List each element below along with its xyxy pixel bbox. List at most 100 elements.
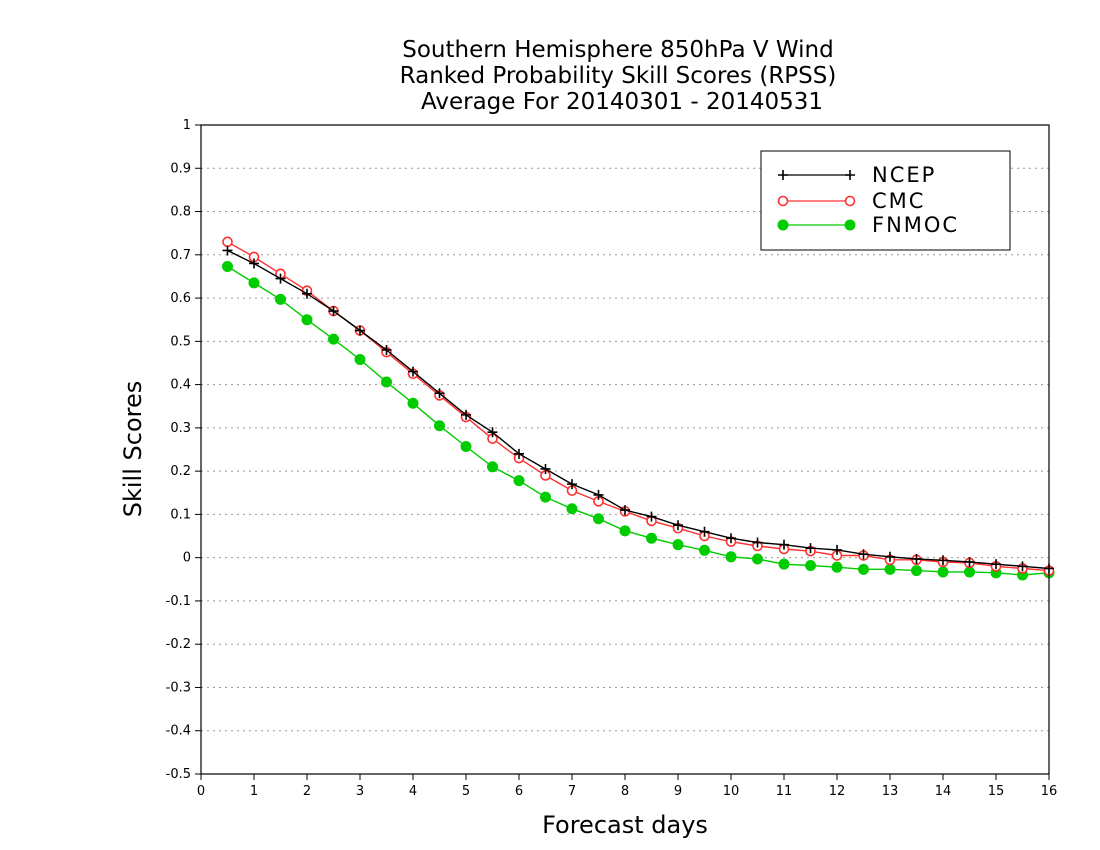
data-point-ncep	[832, 544, 842, 555]
series-line-cmc	[227, 241, 1050, 572]
data-point-ncep	[302, 288, 312, 299]
y-tick-label: -0.4	[166, 724, 191, 739]
series-cmc	[222, 236, 1055, 576]
data-point-fnmoc	[275, 293, 286, 305]
data-point-fnmoc	[805, 559, 816, 571]
data-point-fnmoc	[248, 277, 260, 289]
data-point-ncep	[328, 306, 339, 317]
legend-markers	[777, 170, 856, 231]
data-point-ncep	[249, 258, 259, 269]
data-point-fnmoc	[354, 354, 366, 366]
data-point-fnmoc	[831, 561, 843, 573]
x-tick-label: 5	[462, 784, 470, 799]
data-point-fnmoc	[407, 397, 419, 409]
y-tick-label: 0.7	[170, 248, 191, 263]
y-tick-label: -0.1	[166, 594, 191, 609]
data-point-ncep	[726, 533, 736, 544]
data-point-ncep	[593, 489, 604, 500]
data-point-fnmoc	[619, 525, 631, 537]
x-tick-label: 3	[356, 784, 364, 799]
series-ncep	[222, 245, 1054, 574]
x-tick-label: 10	[723, 784, 740, 799]
data-point-ncep	[885, 551, 895, 562]
x-tick-label: 0	[197, 784, 205, 799]
data-point-fnmoc	[593, 513, 604, 525]
data-point-ncep	[911, 553, 922, 564]
legend-entry-fnmoc: FNMOC	[783, 213, 959, 237]
y-tick-label: 0.3	[170, 421, 191, 436]
grid-lines	[201, 167, 1049, 732]
data-point-fnmoc	[381, 376, 392, 388]
y-tick-label: 0.2	[170, 464, 191, 479]
data-point-fnmoc	[646, 532, 657, 544]
data-point-fnmoc	[460, 440, 472, 452]
data-point-ncep	[673, 520, 683, 531]
legend-marker-fnmoc	[777, 219, 789, 231]
y-tick-label: -0.2	[166, 637, 191, 652]
chart-title-line-3: Average For 20140301 - 20140531	[421, 89, 823, 115]
y-tick-label: 0.1	[170, 507, 191, 522]
data-point-ncep	[408, 366, 418, 377]
data-point-ncep	[567, 479, 577, 490]
data-point-ncep	[434, 388, 445, 399]
x-tick-label: 9	[674, 784, 682, 799]
chart-title: Southern Hemisphere 850hPa V Wind Ranked…	[400, 37, 837, 115]
legend-marker-ncep	[778, 170, 788, 180]
data-point-ncep	[620, 505, 630, 516]
legend-marker-cmc	[777, 195, 789, 207]
x-axis: 0 1 2 3 4 5 6 7 8 9 10 11 12 13 14 15 16	[197, 774, 1057, 799]
legend-marker-ncep	[845, 170, 855, 180]
data-point-ncep	[275, 273, 286, 284]
x-tick-label: 13	[882, 784, 899, 799]
data-point-ncep	[461, 409, 471, 420]
y-tick-label: 0.5	[170, 334, 191, 349]
data-point-ncep	[222, 245, 233, 256]
data-point-ncep	[514, 448, 524, 459]
data-point-fnmoc	[937, 566, 949, 578]
series-layer	[222, 236, 1055, 581]
data-point-cmc	[222, 236, 233, 248]
data-point-ncep	[381, 344, 392, 355]
legend: NCEP CMC FNMOC	[760, 150, 1011, 251]
data-point-fnmoc	[752, 553, 763, 565]
x-tick-label: 12	[829, 784, 846, 799]
data-point-fnmoc	[328, 333, 339, 345]
y-tick-label: -0.3	[166, 680, 191, 695]
data-point-ncep	[646, 511, 657, 522]
legend-entry-ncep: NCEP	[783, 163, 934, 187]
data-point-ncep	[540, 463, 551, 474]
data-point-fnmoc	[858, 563, 869, 575]
data-point-fnmoc	[778, 558, 790, 570]
data-point-ncep	[699, 526, 710, 537]
data-point-fnmoc	[964, 566, 975, 578]
series-line-fnmoc	[227, 265, 1050, 576]
x-tick-label: 7	[568, 784, 576, 799]
series-line-ncep	[227, 249, 1050, 570]
data-point-ncep	[355, 325, 365, 336]
data-point-ncep	[752, 537, 763, 548]
data-point-ncep	[1017, 561, 1028, 572]
data-point-ncep	[805, 543, 816, 554]
x-tick-label: 4	[409, 784, 417, 799]
x-tick-label: 16	[1041, 784, 1058, 799]
legend-label-fnmoc: FNMOC	[872, 213, 959, 237]
legend-label-cmc: CMC	[872, 189, 925, 213]
data-point-fnmoc	[699, 544, 710, 556]
data-point-fnmoc	[884, 563, 896, 575]
y-tick-label: 1	[183, 118, 191, 133]
y-axis-label: Skill Scores	[119, 381, 147, 518]
data-point-fnmoc	[540, 491, 551, 503]
data-point-ncep	[779, 539, 789, 550]
y-axis: 1 0.9 0.8 0.7 0.6 0.5 0.4 0.3 0.2 0.1 0 -0.1 -0.2 -0.…	[166, 118, 201, 782]
series-fnmoc	[222, 260, 1055, 581]
x-tick-label: 2	[303, 784, 311, 799]
data-point-fnmoc	[672, 539, 684, 551]
y-tick-label: 0.6	[170, 291, 191, 306]
x-tick-label: 14	[935, 784, 952, 799]
data-point-fnmoc	[725, 551, 737, 563]
x-tick-label: 15	[988, 784, 1005, 799]
x-axis-label: Forecast days	[542, 811, 708, 839]
y-tick-label: 0.4	[170, 378, 191, 393]
y-tick-label: 0.9	[170, 161, 191, 176]
